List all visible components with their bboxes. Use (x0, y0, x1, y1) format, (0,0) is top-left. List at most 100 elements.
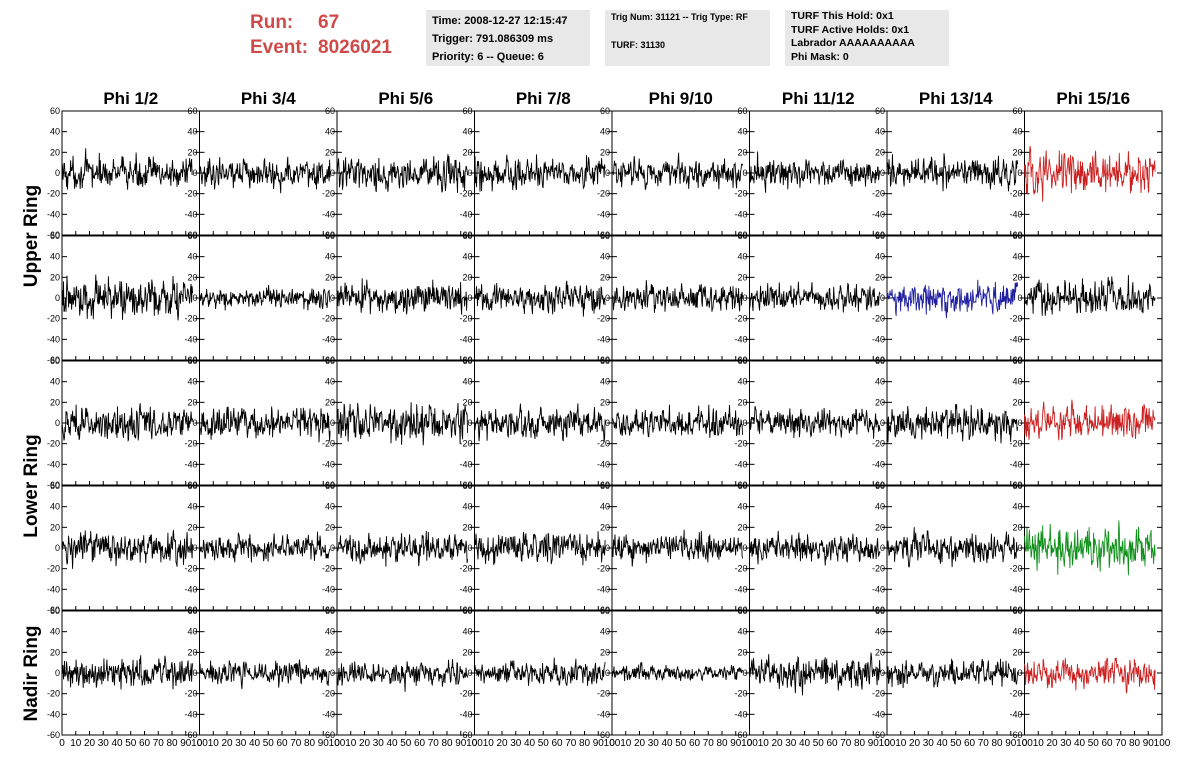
y-tick-label: 20 (462, 397, 472, 407)
y-tick-label: -60 (734, 355, 747, 365)
run-event-label: Run: 67 Event: 8026021 (250, 10, 420, 65)
y-tick-label: 40 (600, 627, 610, 637)
panel-r1-c4: 60 40 20 0 -20 -40 -60 (459, 106, 613, 240)
y-tick-label: 20 (737, 647, 747, 657)
panel-r2-c5: 60 40 20 0 -20 -40 -60 (597, 231, 750, 365)
x-tick-label: 20 (634, 738, 646, 749)
ring-label-3: Nadir Ring (21, 625, 42, 721)
column-title-6: Phi 11/12 (782, 89, 855, 108)
y-tick-label: -40 (597, 209, 610, 219)
y-tick-label: -40 (734, 584, 747, 594)
y-tick-label: 20 (737, 397, 747, 407)
y-tick-label: 40 (325, 502, 335, 512)
waveform-trace (611, 661, 744, 682)
panel-frame (886, 360, 1025, 486)
waveform-trace (474, 280, 606, 317)
x-tick-label: 80 (991, 738, 1003, 749)
y-tick-label: -60 (322, 480, 335, 490)
y-tick-label: 60 (325, 106, 335, 116)
column-title-3: Phi 5/6 (378, 89, 433, 108)
y-tick-label: -60 (184, 480, 197, 490)
x-tick-label: 80 (1129, 738, 1141, 749)
trigger-number-box: Trig Num: 31121 -- Trig Type: RF TURF: 3… (605, 10, 770, 66)
x-tick-label: 80 (854, 738, 866, 749)
x-tick-label: 40 (799, 738, 811, 749)
y-tick-label: 20 (325, 522, 335, 532)
y-tick-label: -60 (734, 480, 747, 490)
waveform-trace (886, 658, 1019, 689)
y-tick-label: -60 (184, 605, 197, 615)
phi-mask-text: Phi Mask: 0 (791, 50, 849, 63)
panel-r1-c1: 60 40 20 0 -20 -40 -60 (47, 106, 200, 240)
panel-r3-c6: 60 40 20 0 -20 -40 -60 (734, 356, 888, 490)
y-tick-label: 60 (187, 231, 197, 241)
x-tick-label: 90 (868, 738, 880, 749)
y-tick-label: -60 (459, 355, 472, 365)
x-tick-label: 10 (345, 738, 357, 749)
y-tick-label: -60 (459, 605, 472, 615)
y-tick-label: 40 (325, 377, 335, 387)
y-tick-label: 60 (462, 606, 472, 616)
y-tick-label: 0 (55, 543, 60, 553)
y-tick-label: 40 (1012, 252, 1022, 262)
waveform-trace (749, 530, 881, 566)
x-tick-label: 80 (716, 738, 728, 749)
x-tick-label: 50 (675, 738, 687, 749)
event-value: 8026021 (318, 37, 392, 58)
y-tick-label: 40 (50, 627, 60, 637)
y-tick-label: 60 (875, 231, 885, 241)
y-tick-label: 20 (50, 147, 60, 157)
y-tick-label: -40 (872, 584, 885, 594)
y-tick-label: -60 (184, 730, 197, 740)
y-tick-label: -60 (597, 605, 610, 615)
waveform-trace (749, 405, 881, 439)
waveform-trace (336, 659, 469, 692)
waveform-trace (611, 529, 744, 567)
x-tick-label: 30 (1060, 738, 1072, 749)
y-tick-label: -40 (597, 584, 610, 594)
x-tick-label: 100 (1154, 738, 1171, 749)
y-tick-label: -60 (597, 230, 610, 240)
y-tick-label: -60 (47, 355, 60, 365)
trigger-text: Trigger: 791.086309 ms (432, 33, 554, 45)
y-tick-label: 0 (192, 418, 197, 428)
y-tick-label: 40 (1012, 627, 1022, 637)
y-tick-label: 40 (325, 627, 335, 637)
panel-r2-c3: 60 40 20 0 -20 -40 -60 (322, 231, 475, 365)
x-tick-label: 40 (661, 738, 673, 749)
waveform-trace (611, 404, 744, 438)
y-tick-label: 40 (187, 502, 197, 512)
y-tick-label: 20 (1012, 522, 1022, 532)
y-tick-label: 40 (737, 127, 747, 137)
y-tick-label: 0 (55, 418, 60, 428)
y-tick-label: -40 (459, 459, 472, 469)
x-tick-label: 50 (263, 738, 275, 749)
y-tick-label: 60 (50, 356, 60, 366)
y-tick-label: 40 (1012, 377, 1022, 387)
y-tick-label: 0 (605, 543, 610, 553)
y-tick-label: 0 (605, 293, 610, 303)
waveform-trace (336, 530, 469, 567)
y-tick-label: 60 (1012, 231, 1022, 241)
y-tick-label: -60 (184, 355, 197, 365)
x-tick-label: 40 (936, 738, 948, 749)
y-tick-label: -40 (597, 334, 610, 344)
x-tick-label: 100 (191, 738, 208, 749)
x-tick-label: 20 (771, 738, 783, 749)
x-tick-label: 0 (1022, 738, 1028, 749)
y-tick-label: 20 (325, 397, 335, 407)
y-tick-label: -20 (734, 439, 747, 449)
y-tick-label: -40 (872, 459, 885, 469)
y-tick-label: -60 (459, 230, 472, 240)
panel-r1-c7: 60 40 20 0 -20 -40 -60 (872, 106, 1025, 240)
panel-r4-c7: 60 40 20 0 -20 -40 -60 (872, 481, 1025, 615)
x-tick-label: 0 (747, 738, 753, 749)
y-tick-label: 0 (330, 418, 335, 428)
y-tick-label: -20 (597, 314, 610, 324)
x-tick-label: 70 (565, 738, 577, 749)
